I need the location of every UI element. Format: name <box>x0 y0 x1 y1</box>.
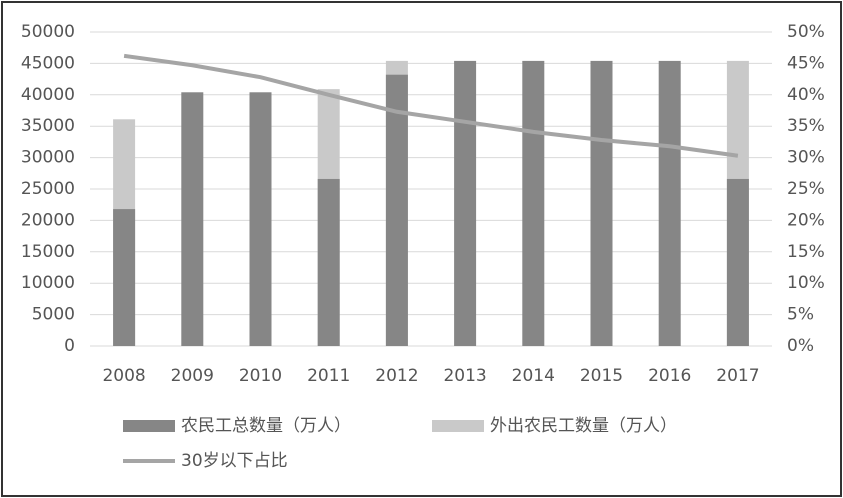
legend-label: 30岁以下占比 <box>181 451 288 471</box>
x-tick-label: 2013 <box>443 366 486 386</box>
x-tick-label: 2012 <box>375 366 418 386</box>
x-tick-label: 2009 <box>171 366 214 386</box>
y-tick-label: 30000 <box>21 148 75 168</box>
bar <box>113 209 136 346</box>
x-tick-label: 2010 <box>239 366 282 386</box>
bar <box>317 178 340 346</box>
x-tick-label: 2016 <box>648 366 691 386</box>
bar <box>249 92 272 347</box>
y-tick-label: 35000 <box>21 116 75 136</box>
bar <box>385 74 408 346</box>
y2-tick-label: 30% <box>787 148 825 168</box>
x-tick-label: 2014 <box>512 366 555 386</box>
y-tick-label: 40000 <box>21 85 75 105</box>
y-tick-label: 45000 <box>21 53 75 73</box>
bar <box>181 92 204 347</box>
legend-swatch <box>432 420 484 432</box>
bar <box>726 178 749 346</box>
y2-tick-label: 35% <box>787 116 825 136</box>
y2-tick-label: 10% <box>787 273 825 293</box>
y2-tick-label: 25% <box>787 179 825 199</box>
y2-tick-label: 40% <box>787 85 825 105</box>
x-tick-label: 2015 <box>580 366 623 386</box>
y-tick-label: 10000 <box>21 273 75 293</box>
x-tick-label: 2017 <box>716 366 759 386</box>
y-tick-label: 15000 <box>21 242 75 262</box>
y2-tick-label: 45% <box>787 53 825 73</box>
legend-swatch <box>123 420 175 432</box>
bar <box>658 60 681 346</box>
y2-tick-label: 0% <box>787 336 814 356</box>
legend-label: 农民工总数量（万人） <box>181 416 351 436</box>
y2-tick-label: 20% <box>787 210 825 230</box>
y2-tick-label: 50% <box>787 22 825 42</box>
x-tick-label: 2008 <box>102 366 145 386</box>
bar <box>522 60 545 346</box>
y-tick-label: 0 <box>64 336 75 356</box>
y-tick-label: 25000 <box>21 179 75 199</box>
bar <box>454 60 477 346</box>
y2-tick-label: 5% <box>787 305 814 325</box>
bar <box>590 60 613 346</box>
y-tick-label: 20000 <box>21 210 75 230</box>
y-tick-label: 50000 <box>21 22 75 42</box>
legend-label: 外出农民工数量（万人） <box>490 416 677 436</box>
y2-tick-label: 15% <box>787 242 825 262</box>
y-tick-label: 5000 <box>32 305 75 325</box>
line <box>123 53 739 158</box>
x-tick-label: 2011 <box>307 366 350 386</box>
